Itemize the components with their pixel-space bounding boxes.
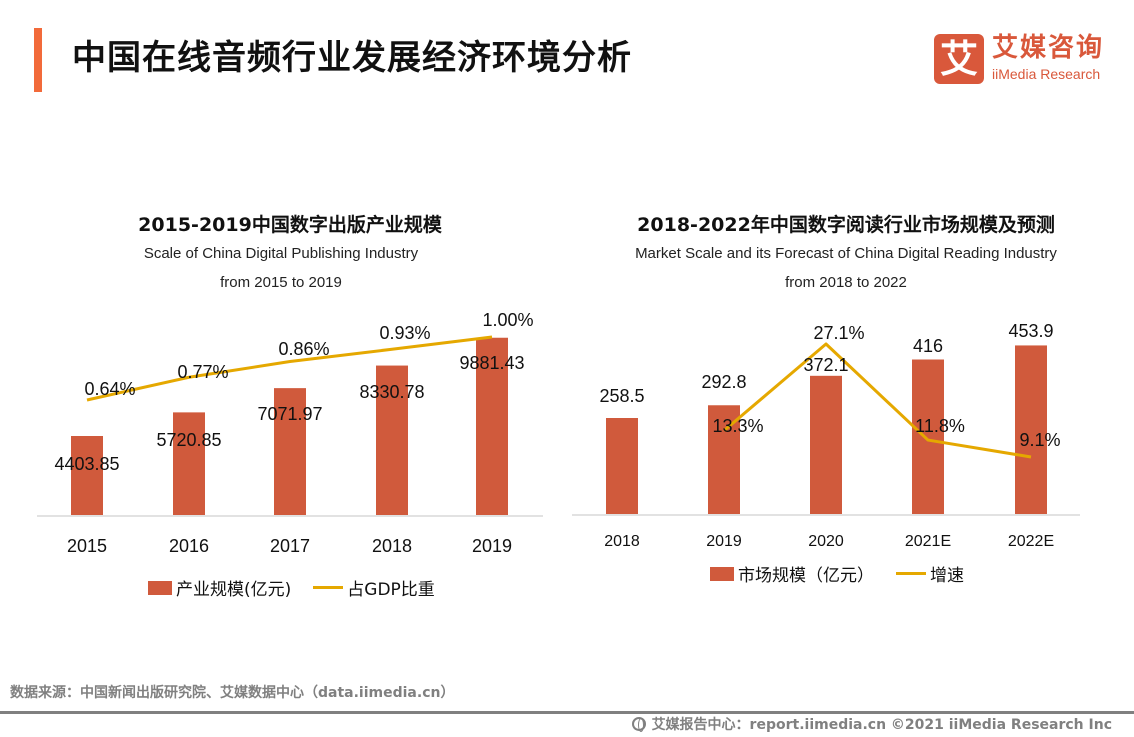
chart2-subtitle-line2: from 2018 to 2022 (785, 274, 907, 291)
chart1-subtitle-line1: Scale of China Digital Publishing Indust… (143, 245, 419, 262)
chart2-bar-label: 372.1 (803, 355, 848, 375)
logo-name-cn: 艾媒咨询 (992, 33, 1105, 63)
title-accent-bar (34, 28, 42, 92)
chart2-line-label: 13.3% (712, 416, 763, 436)
chart1-bar (476, 337, 508, 515)
legend-line-label: 占GDP比重 (347, 580, 435, 600)
brand-logo: 艾 艾媒咨询 iiMedia Research (934, 32, 1114, 88)
chart1-bar (71, 436, 103, 515)
chart1-line-series (86, 335, 493, 402)
chart1-subtitle-line2: from 2015 to 2019 (220, 274, 342, 291)
chart1-line-label: 0.77% (177, 362, 228, 382)
chart2-x-tick-label: 2021E (905, 533, 951, 550)
data-source-note: 数据来源：中国新闻出版研究院、艾媒数据中心（data.iimedia.cn） (10, 685, 455, 701)
chart2-subtitle-line1: Market Scale and its Forecast of China D… (635, 245, 1057, 262)
footer: 艾媒报告中心：report.iimedia.cn ©2021 iiMedia R… (631, 714, 1112, 734)
chart2-line-series (723, 342, 1032, 459)
chart2-bar-label: 453.9 (1008, 321, 1053, 341)
chart1-bar-label: 5720.85 (156, 430, 221, 450)
chart1-bar (274, 388, 306, 515)
chart2-legend: 市场规模（亿元） 增速 (710, 561, 964, 586)
chart2-bar (810, 375, 842, 514)
logo-icon: 艾 (934, 34, 984, 84)
chart1-x-tick-label: 2018 (372, 536, 412, 556)
legend-bar-swatch (710, 566, 734, 581)
chart1-bar-label: 7071.97 (257, 404, 322, 424)
chart1-line-label: 0.93% (379, 323, 430, 343)
page-title: 中国在线音频行业发展经济环境分析 (72, 38, 632, 78)
chart1-line-label: 0.86% (278, 339, 329, 359)
chart1-bar-label: 4403.85 (54, 454, 119, 474)
chart2-title: 2018-2022年中国数字阅读行业市场规模及预测 (637, 214, 1055, 236)
legend-line-swatch (313, 586, 344, 589)
chart2-bar-label: 416 (913, 336, 943, 356)
chart1-bar (173, 412, 205, 515)
legend-bar-swatch (148, 580, 172, 595)
chart2-x-tick-label: 2019 (706, 533, 742, 550)
footer-divider (0, 711, 1134, 714)
chart2-x-tick-label: 2018 (604, 533, 640, 550)
chart1-x-tick-label: 2017 (270, 536, 310, 556)
chart2-line-label: 27.1% (813, 323, 864, 343)
globe-cursor-icon (631, 717, 646, 732)
chart1-line-label: 1.00% (482, 310, 533, 330)
chart2-x-tick-label: 2022E (1008, 533, 1054, 550)
chart2-bar (1015, 345, 1047, 514)
chart1-x-tick-label: 2015 (67, 536, 107, 556)
chart2-bar-label: 292.8 (701, 372, 746, 392)
chart1-bar (376, 365, 408, 515)
legend-line-label: 增速 (930, 566, 964, 586)
chart2-bar (912, 359, 944, 514)
chart1-legend: 产业规模(亿元) 占GDP比重 (148, 575, 435, 600)
chart1-bar-label: 9881.43 (459, 353, 524, 373)
legend-bar-label: 产业规模(亿元) (176, 580, 292, 600)
legend-line-swatch (896, 572, 926, 575)
chart1-bar-label: 8330.78 (359, 382, 424, 402)
chart2-bar (606, 418, 638, 514)
chart2-line-label: 9.1% (1019, 430, 1060, 450)
legend-bar-label: 市场规模（亿元） (738, 566, 874, 586)
chart1-x-tick-label: 2019 (472, 536, 512, 556)
footer-copyright: 艾媒报告中心：report.iimedia.cn ©2021 iiMedia R… (651, 717, 1112, 733)
logo-name-en: iiMedia Research (992, 66, 1101, 82)
chart2-bar-label: 258.5 (599, 386, 644, 406)
chart1-line-label: 0.64% (84, 379, 135, 399)
chart1-title: 2015-2019中国数字出版产业规模 (138, 214, 442, 236)
chart2-x-tick-label: 2020 (808, 533, 844, 550)
chart2-line-label: 11.8% (915, 416, 965, 436)
chart1-x-tick-label: 2016 (169, 536, 209, 556)
